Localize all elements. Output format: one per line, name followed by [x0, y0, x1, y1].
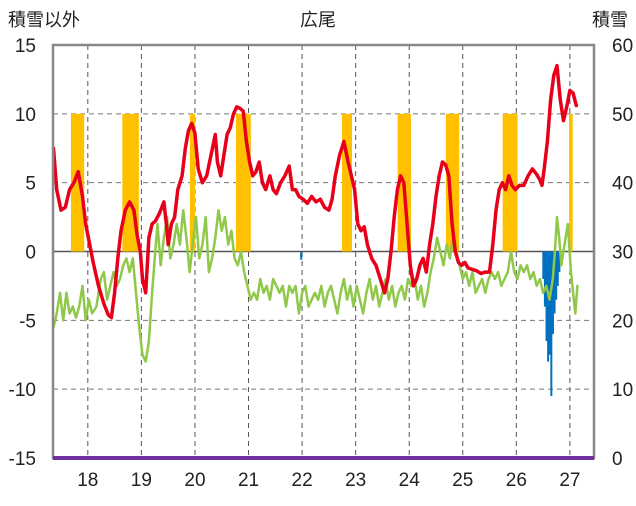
snow-bar [245, 113, 248, 252]
snow-bar [242, 113, 245, 252]
snow-bar [130, 113, 133, 252]
chart-title: 広尾 [300, 10, 336, 31]
snow-bar [453, 113, 456, 252]
snow-negative-bar [558, 251, 561, 273]
snow-bar [235, 113, 238, 252]
snow-bar [345, 113, 348, 252]
y-tick-label: -15 [9, 449, 36, 470]
x-tick-label: 18 [77, 470, 98, 491]
x-tick-label: 24 [399, 470, 421, 491]
snow-bar [189, 113, 192, 252]
y2-tick-label: 60 [612, 36, 633, 57]
x-tick-label: 27 [559, 470, 580, 491]
snow-bar [193, 113, 196, 252]
snow-bar [343, 113, 346, 252]
snow-bar [408, 113, 411, 252]
snow-bar [247, 113, 250, 252]
snow-bar [82, 113, 85, 252]
snow-bar [243, 113, 246, 252]
snow-bar [450, 113, 453, 252]
snow-bar [240, 113, 243, 252]
snow-bar [127, 113, 130, 252]
y2-axis-label: 積雪 [592, 10, 628, 31]
snow-bar [348, 113, 351, 252]
x-tick-label: 26 [506, 470, 527, 491]
snow-bar [125, 113, 128, 252]
snow-bar [452, 113, 455, 252]
y-tick-label: -10 [9, 380, 36, 401]
series-line-green [52, 208, 579, 363]
snow-bar [445, 113, 448, 252]
snow-bar [128, 113, 131, 252]
snow-bar [341, 113, 344, 252]
snow-negative-bar [300, 251, 303, 260]
y-tick-label: -5 [19, 311, 36, 332]
snow-bar [135, 113, 138, 252]
snow-negative-bar [555, 251, 558, 300]
y-tick-label: 0 [25, 243, 36, 264]
x-tick-label: 20 [184, 470, 205, 491]
x-tick-label: 19 [131, 470, 152, 491]
y-tick-label: 5 [25, 174, 36, 195]
x-tick-label: 23 [345, 470, 366, 491]
snow-bar [248, 113, 251, 252]
grid-vertical [87, 45, 571, 458]
y2-tick-label: 40 [612, 174, 633, 195]
snow-bar [346, 113, 349, 252]
snow-negative-bar [542, 251, 545, 280]
snow-bar [239, 113, 242, 252]
snow-negative-bar [547, 251, 550, 362]
snow-bar [569, 113, 572, 252]
snow-negative-bar [543, 251, 546, 307]
y-tick-label: 10 [15, 105, 36, 126]
snow-bar [132, 113, 135, 252]
snow-bar [513, 113, 516, 252]
snow-bar [457, 113, 460, 252]
snow-negative-bar [550, 251, 553, 397]
y2-tick-labels: 0 10 20 30 40 50 60 [612, 36, 633, 470]
snow-bar [407, 113, 410, 252]
snow-negative-bar [548, 251, 551, 355]
snow-bar [405, 113, 408, 252]
y2-tick-label: 10 [612, 380, 633, 401]
x-tick-label: 25 [452, 470, 473, 491]
snow-bar [570, 113, 573, 252]
snow-negative-bar [553, 251, 556, 314]
y-tick-labels: -15 -10 -5 0 5 10 15 [9, 36, 36, 470]
snow-bar [191, 113, 194, 252]
snow-bar [136, 113, 139, 252]
snow-bar [123, 113, 126, 252]
lines [51, 63, 579, 363]
snow-bar [237, 113, 240, 252]
y2-tick-label: 50 [612, 105, 633, 126]
snow-negative-bar [551, 251, 554, 335]
x-tick-label: 21 [238, 470, 259, 491]
x-tick-labels: 18 19 20 21 22 23 24 25 26 27 [77, 470, 580, 491]
snow-bar [75, 113, 78, 252]
snow-bar [504, 113, 507, 252]
snow-bar [455, 113, 458, 252]
snow-bar [122, 113, 125, 252]
snow-bar [350, 113, 353, 252]
y2-tick-label: 30 [612, 243, 633, 264]
snow-bar [512, 113, 515, 252]
y2-tick-label: 20 [612, 311, 633, 332]
y-tick-label: 15 [15, 36, 36, 57]
snow-negative-bar [556, 251, 559, 286]
snow-bar [133, 113, 136, 252]
snow-bar [515, 113, 518, 252]
series-line-red [51, 63, 579, 320]
snow-negative-bar [545, 251, 548, 341]
y2-tick-label: 0 [612, 449, 623, 470]
y-axis-label: 積雪以外 [8, 10, 80, 31]
x-tick-label: 22 [292, 470, 313, 491]
